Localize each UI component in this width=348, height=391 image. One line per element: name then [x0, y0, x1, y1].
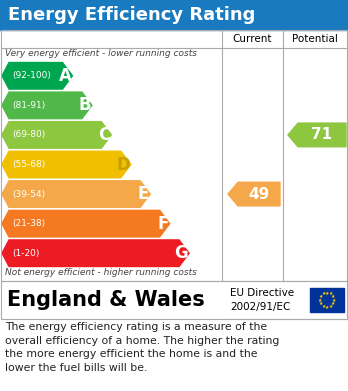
Text: (1-20): (1-20) [12, 249, 39, 258]
Text: (69-80): (69-80) [12, 131, 45, 140]
Bar [1, 281, 347, 319]
Text: ★: ★ [331, 294, 335, 299]
Polygon shape [288, 123, 346, 147]
Polygon shape [2, 122, 111, 148]
Polygon shape [2, 181, 150, 207]
Text: (55-68): (55-68) [12, 160, 45, 169]
Text: ★: ★ [319, 294, 323, 299]
Text: G: G [174, 244, 188, 262]
Text: ★: ★ [321, 291, 326, 296]
Text: C: C [98, 126, 110, 144]
Text: A: A [58, 67, 71, 85]
Text: Potential: Potential [292, 34, 338, 44]
Text: The energy efficiency rating is a measure of the
overall efficiency of a home. T: The energy efficiency rating is a measur… [5, 322, 279, 373]
Text: ★: ★ [328, 291, 333, 296]
Text: (81-91): (81-91) [12, 101, 45, 110]
Text: ★: ★ [318, 298, 322, 303]
Polygon shape [2, 210, 170, 237]
Text: (21-38): (21-38) [12, 219, 45, 228]
Text: E: E [138, 185, 149, 203]
Polygon shape [228, 182, 280, 206]
Text: ★: ★ [321, 303, 326, 308]
Text: ★: ★ [328, 303, 333, 308]
Text: Energy Efficiency Rating: Energy Efficiency Rating [8, 6, 255, 24]
Text: (92-100): (92-100) [12, 71, 51, 80]
Bar [0, 0, 348, 30]
Text: ★: ★ [325, 291, 329, 296]
Bar [310, 288, 344, 312]
Text: 49: 49 [248, 187, 270, 202]
Text: EU Directive
2002/91/EC: EU Directive 2002/91/EC [230, 288, 294, 312]
Text: (39-54): (39-54) [12, 190, 45, 199]
Text: ★: ★ [331, 301, 335, 306]
Polygon shape [2, 240, 189, 267]
Polygon shape [2, 151, 131, 178]
Text: 71: 71 [311, 127, 333, 142]
Text: B: B [78, 96, 91, 114]
Polygon shape [2, 92, 92, 118]
Polygon shape [2, 63, 72, 89]
Text: F: F [157, 215, 169, 233]
Text: Not energy efficient - higher running costs: Not energy efficient - higher running co… [5, 268, 197, 277]
Bar [1, 30, 347, 281]
Text: ★: ★ [332, 298, 336, 303]
Text: Current: Current [233, 34, 272, 44]
Text: England & Wales: England & Wales [7, 290, 205, 310]
Text: ★: ★ [319, 301, 323, 306]
Text: ★: ★ [325, 305, 329, 310]
Text: Very energy efficient - lower running costs: Very energy efficient - lower running co… [5, 49, 197, 58]
Text: D: D [116, 156, 130, 174]
